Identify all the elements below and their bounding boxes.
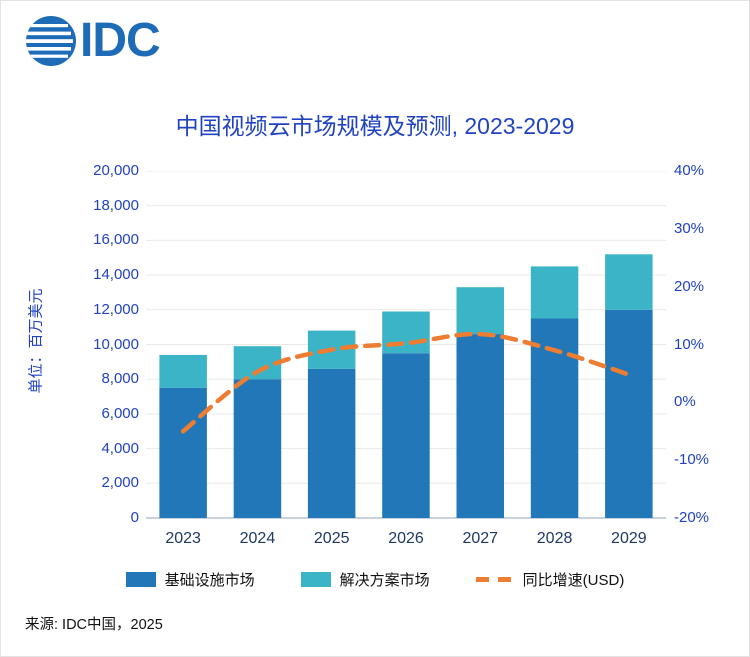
right-axis-tick-label: -20% — [674, 509, 710, 526]
x-axis-tick-label: 2027 — [462, 530, 499, 547]
right-axis-tick-label: -10% — [674, 451, 710, 469]
legend-item-infrastructure: 基础设施市场 — [125, 569, 255, 590]
bar-segment-infrastructure — [382, 353, 430, 518]
y-axis-tick-label: 10,000 — [93, 335, 139, 353]
legend-item-growth: 同比增速(USD) — [475, 569, 625, 590]
legend-swatch-infrastructure — [125, 572, 156, 587]
bar-segment-solutions — [530, 266, 579, 319]
y-axis-tick-label: 0 — [130, 509, 139, 526]
right-axis-tick-label: 0% — [674, 393, 696, 411]
y-axis-tick-label: 6,000 — [101, 404, 139, 422]
source-note: 来源: IDC中国，2025 — [25, 617, 163, 633]
legend-item-solutions: 解决方案市场 — [300, 569, 430, 590]
idc-logo: IDC — [25, 14, 161, 67]
legend-label-growth: 同比增速(USD) — [522, 572, 625, 589]
bar-segment-solutions — [605, 254, 653, 310]
x-axis-tick-label: 2023 — [165, 530, 201, 547]
x-axis-tick-label: 2025 — [313, 530, 350, 547]
growth-rate-line — [180, 331, 632, 434]
right-axis-tick-label: 30% — [674, 219, 705, 237]
y-axis-tick-label: 8,000 — [101, 370, 139, 388]
y-axis-title: 单位：百万美元 — [27, 288, 45, 394]
y-axis-tick-label: 18,000 — [93, 196, 139, 214]
x-axis-tick-label: 2028 — [536, 530, 573, 547]
right-axis-tick-label: 40% — [674, 162, 705, 179]
x-axis-tick-label: 2024 — [239, 530, 276, 547]
legend-dash-icon — [475, 577, 514, 582]
chart-plot — [146, 171, 666, 519]
bar-segment-solutions — [456, 287, 504, 334]
y-axis-tick-label: 4,000 — [101, 439, 139, 457]
x-axis-tick-label: 2026 — [388, 530, 424, 547]
legend: 基础设施市场 解决方案市场 同比增速(USD) — [1, 569, 749, 590]
y-axis-tick-label: 12,000 — [93, 300, 139, 318]
y-axis-tick-label: 2,000 — [101, 474, 139, 492]
legend-swatch-solutions — [300, 572, 331, 587]
idc-globe-icon — [26, 16, 76, 66]
y-axis-tick-label: 16,000 — [93, 231, 139, 249]
legend-label-infrastructure: 基础设施市场 — [164, 572, 255, 589]
bar-segment-infrastructure — [307, 368, 356, 518]
bar-segment-infrastructure — [605, 309, 653, 518]
chart-title: 中国视频云市场规模及预测, 2023-2029 — [175, 113, 575, 139]
x-axis-tick-label: 2029 — [611, 530, 647, 547]
idc-logo-text: IDC — [80, 14, 161, 67]
y-axis-tick-label: 20,000 — [93, 162, 139, 179]
y-axis-tick-label: 14,000 — [93, 266, 139, 284]
right-axis-tick-label: 20% — [674, 277, 705, 295]
bar-segment-infrastructure — [233, 379, 282, 518]
bar-segment-solutions — [159, 354, 207, 388]
bar-segment-infrastructure — [159, 387, 207, 518]
legend-label-solutions: 解决方案市场 — [339, 572, 430, 589]
right-axis-tick-label: 10% — [674, 335, 705, 353]
bar-segment-infrastructure — [456, 334, 504, 518]
